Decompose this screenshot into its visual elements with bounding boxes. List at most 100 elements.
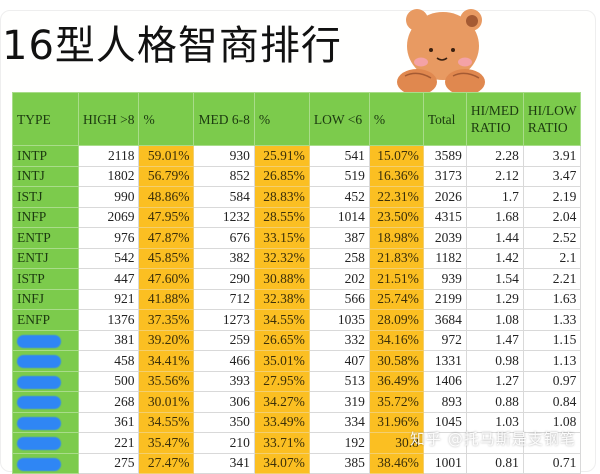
hi-med-ratio-cell: 1.27 bbox=[465, 370, 524, 392]
header-med-pct: % bbox=[253, 92, 310, 146]
redacted-type-mark bbox=[17, 396, 61, 410]
page-title: 16型人格智商排行 bbox=[2, 23, 342, 69]
high-percent-cell: 37.35% bbox=[138, 309, 195, 331]
table-header-row: TYPE HIGH >8 % MED 6-8 % LOW <6 % Total … bbox=[12, 92, 582, 146]
high-count-cell: 458 bbox=[77, 350, 140, 372]
low-percent-cell: 28.09% bbox=[368, 309, 424, 331]
med-count-cell: 210 bbox=[193, 432, 255, 454]
med-percent-cell: 28.83% bbox=[253, 186, 310, 208]
table-row: INTJ 1802 56.79% 852 26.85% 519 16.36% 3173 2.12… bbox=[12, 165, 582, 187]
high-count-cell: 1376 bbox=[77, 309, 140, 331]
redacted-type-mark bbox=[17, 416, 61, 430]
total-cell: 3684 bbox=[422, 309, 467, 331]
high-percent-cell: 59.01% bbox=[138, 145, 195, 167]
table-row: 275 27.47% 341 34.07% 385 38.46% 1001 0.81 0.71 bbox=[12, 452, 582, 474]
low-percent-cell: 22.31% bbox=[368, 186, 424, 208]
low-count-cell: 332 bbox=[308, 329, 370, 351]
hi-med-ratio-cell: 1.08 bbox=[465, 309, 524, 331]
high-count-cell: 921 bbox=[77, 288, 140, 310]
header-low: LOW <6 bbox=[308, 92, 370, 146]
high-count-cell: 990 bbox=[77, 186, 140, 208]
low-count-cell: 541 bbox=[308, 145, 370, 167]
hi-med-ratio-cell: 0.98 bbox=[465, 350, 524, 372]
hi-low-ratio-cell: 2.19 bbox=[522, 186, 582, 208]
hi-med-ratio-cell: 1.68 bbox=[465, 206, 524, 228]
hi-low-ratio-cell: 1.15 bbox=[522, 329, 582, 351]
low-count-cell: 407 bbox=[308, 350, 370, 372]
med-count-cell: 930 bbox=[193, 145, 255, 167]
high-percent-cell: 56.79% bbox=[138, 165, 195, 187]
redacted-type-mark bbox=[17, 355, 61, 369]
high-percent-cell: 39.20% bbox=[138, 329, 195, 351]
high-percent-cell: 41.88% bbox=[138, 288, 195, 310]
hi-low-ratio-cell: 0.97 bbox=[522, 370, 582, 392]
hi-low-ratio-cell: 1.63 bbox=[522, 288, 582, 310]
table-row: ISTP 447 47.60% 290 30.88% 202 21.51% 939 1.54 2.… bbox=[12, 268, 582, 290]
low-count-cell: 1035 bbox=[308, 309, 370, 331]
med-percent-cell: 27.95% bbox=[253, 370, 310, 392]
low-percent-cell: 21.51% bbox=[368, 268, 424, 290]
med-percent-cell: 34.55% bbox=[253, 309, 310, 331]
high-percent-cell: 34.41% bbox=[138, 350, 195, 372]
hi-low-ratio-cell: 3.91 bbox=[522, 145, 582, 167]
header-high-pct: % bbox=[138, 92, 195, 146]
med-percent-cell: 34.27% bbox=[253, 391, 310, 413]
redacted-type-mark bbox=[17, 457, 61, 471]
total-cell: 1406 bbox=[422, 370, 467, 392]
high-count-cell: 361 bbox=[77, 411, 140, 433]
high-count-cell: 542 bbox=[77, 247, 140, 269]
low-count-cell: 192 bbox=[308, 432, 370, 454]
type-cell: INFP bbox=[12, 206, 79, 228]
hi-med-ratio-cell: 1.29 bbox=[465, 288, 524, 310]
high-percent-cell: 30.01% bbox=[138, 391, 195, 413]
total-cell: 2026 bbox=[422, 186, 467, 208]
type-cell bbox=[12, 411, 79, 433]
high-percent-cell: 27.47% bbox=[138, 452, 195, 474]
med-percent-cell: 28.55% bbox=[253, 206, 310, 228]
hi-med-ratio-cell: 2.12 bbox=[465, 165, 524, 187]
low-count-cell: 566 bbox=[308, 288, 370, 310]
med-count-cell: 306 bbox=[193, 391, 255, 413]
high-count-cell: 1802 bbox=[77, 165, 140, 187]
med-count-cell: 852 bbox=[193, 165, 255, 187]
hi-med-ratio-cell: 1.42 bbox=[465, 247, 524, 269]
hi-low-ratio-cell: 0.71 bbox=[522, 452, 582, 474]
high-percent-cell: 34.55% bbox=[138, 411, 195, 433]
header-total: Total bbox=[422, 92, 467, 146]
med-count-cell: 584 bbox=[193, 186, 255, 208]
total-cell: 2039 bbox=[422, 227, 467, 249]
iq-ranking-table: TYPE HIGH >8 % MED 6-8 % LOW <6 % Total … bbox=[12, 92, 582, 474]
low-percent-cell: 30.58% bbox=[368, 350, 424, 372]
high-count-cell: 447 bbox=[77, 268, 140, 290]
type-cell bbox=[12, 391, 79, 413]
table-row: 268 30.01% 306 34.27% 319 35.72% 893 0.88 0.84 bbox=[12, 391, 582, 413]
type-cell: ENTJ bbox=[12, 247, 79, 269]
table-row: 458 34.41% 466 35.01% 407 30.58% 1331 0.98 1.13 bbox=[12, 350, 582, 372]
type-cell bbox=[12, 329, 79, 351]
low-count-cell: 519 bbox=[308, 165, 370, 187]
total-cell: 2199 bbox=[422, 288, 467, 310]
header-low-pct: % bbox=[368, 92, 424, 146]
table-row: ENTJ 542 45.85% 382 32.32% 258 21.83% 1182 1.42 2… bbox=[12, 247, 582, 269]
table-body: INTP 2118 59.01% 930 25.91% 541 15.07% 3589 2.28… bbox=[12, 145, 582, 474]
type-cell bbox=[12, 432, 79, 454]
low-percent-cell: 35.72% bbox=[368, 391, 424, 413]
table-row: 221 35.47% 210 33.71% 192 30.8 bbox=[12, 432, 582, 454]
low-percent-cell: 30.8 bbox=[368, 432, 424, 454]
redacted-type-mark bbox=[17, 437, 61, 451]
hi-med-ratio-cell: 1.7 bbox=[465, 186, 524, 208]
high-percent-cell: 48.86% bbox=[138, 186, 195, 208]
hi-low-ratio-cell: 1.33 bbox=[522, 309, 582, 331]
header-type: TYPE bbox=[12, 92, 79, 146]
redacted-type-mark bbox=[17, 375, 61, 389]
hi-med-ratio-cell bbox=[465, 432, 524, 454]
med-percent-cell: 32.38% bbox=[253, 288, 310, 310]
hi-med-ratio-cell: 0.88 bbox=[465, 391, 524, 413]
high-count-cell: 2069 bbox=[77, 206, 140, 228]
high-count-cell: 2118 bbox=[77, 145, 140, 167]
med-count-cell: 393 bbox=[193, 370, 255, 392]
hi-med-ratio-cell: 1.44 bbox=[465, 227, 524, 249]
type-cell: ISTP bbox=[12, 268, 79, 290]
high-percent-cell: 47.95% bbox=[138, 206, 195, 228]
type-cell: INFJ bbox=[12, 288, 79, 310]
